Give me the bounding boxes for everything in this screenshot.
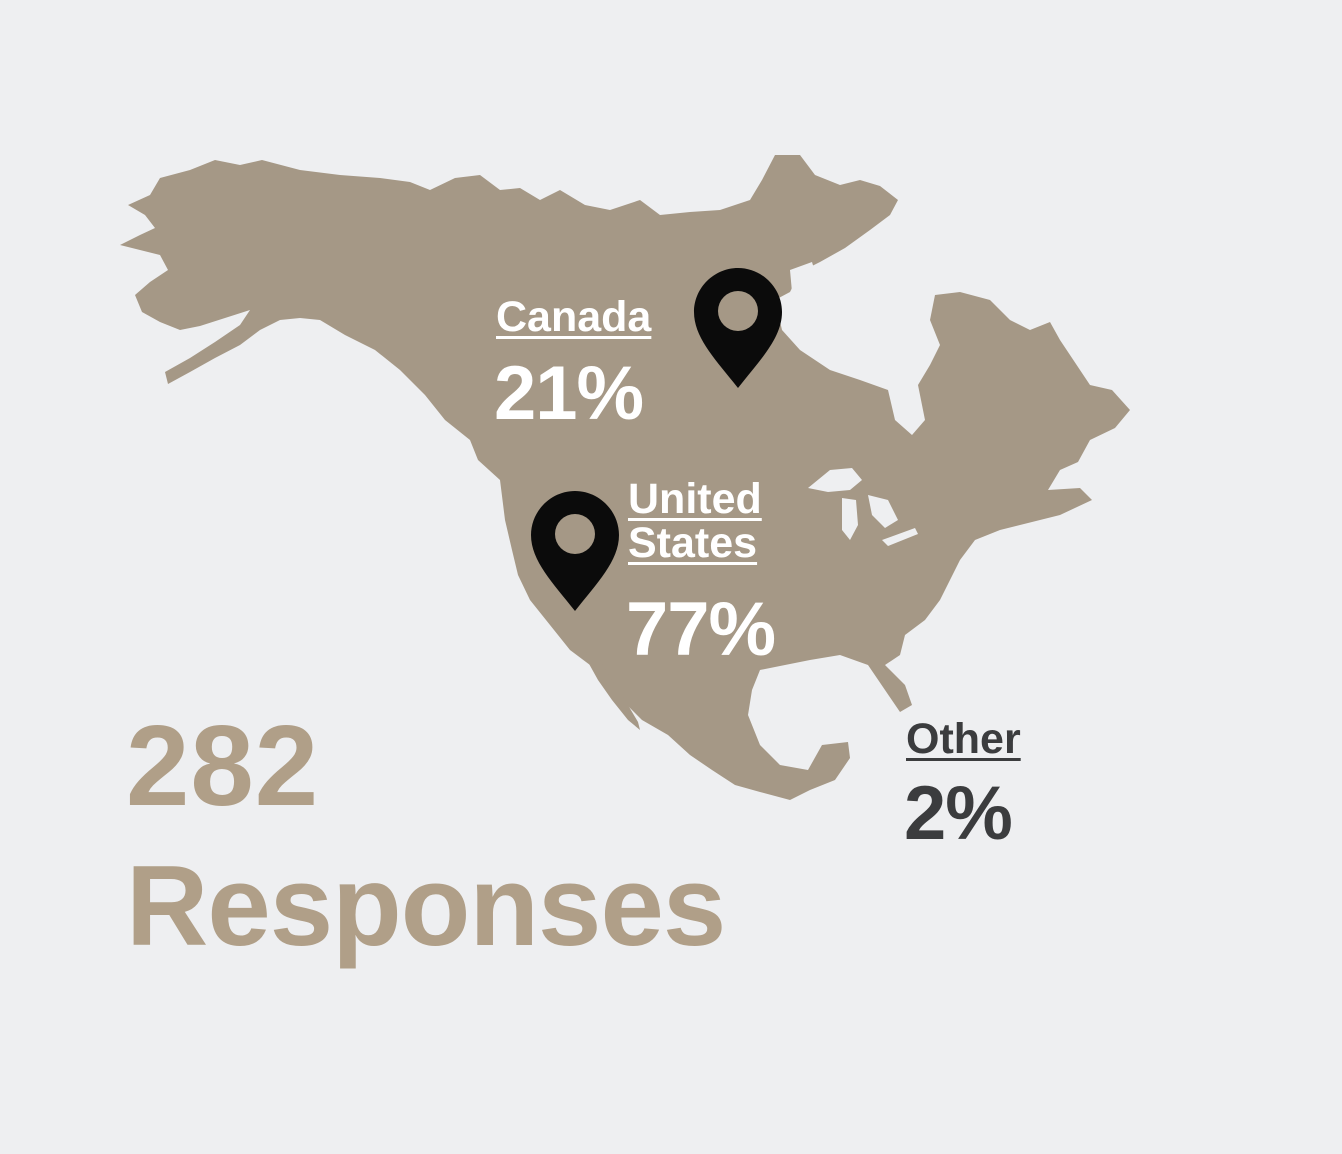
mainland-shape: [120, 155, 1130, 800]
newfoundland-shape: [1028, 458, 1058, 480]
vancouver-island-shape: [472, 432, 500, 468]
canada-label: Canada: [496, 293, 652, 341]
lake-erie-shape: [882, 528, 918, 546]
united-states-percent: 77%: [626, 587, 776, 672]
other-label: Other: [906, 715, 1021, 763]
united-states-label: United States: [628, 475, 762, 567]
map-pin-hole: [718, 291, 758, 331]
map-pin-hole: [555, 514, 595, 554]
north-america-landmass: [120, 155, 1130, 800]
united-states-pin: [531, 491, 619, 611]
other-percent: 2%: [904, 771, 1013, 856]
lake-huron-shape: [868, 495, 898, 528]
baja-california-shape: [585, 645, 640, 730]
hudson-bay-shape: [790, 262, 818, 300]
canada-pin: [694, 268, 782, 388]
canada-percent: 21%: [494, 351, 644, 436]
great-lakes: [790, 262, 918, 546]
lake-superior-shape: [808, 468, 862, 492]
united-states-label-line2: States: [628, 518, 758, 567]
united-states-label-line1: United: [628, 475, 762, 523]
lake-michigan-shape: [842, 498, 858, 540]
total-responses-count: 282: [126, 703, 320, 830]
total-responses-label: Responses: [126, 843, 726, 970]
